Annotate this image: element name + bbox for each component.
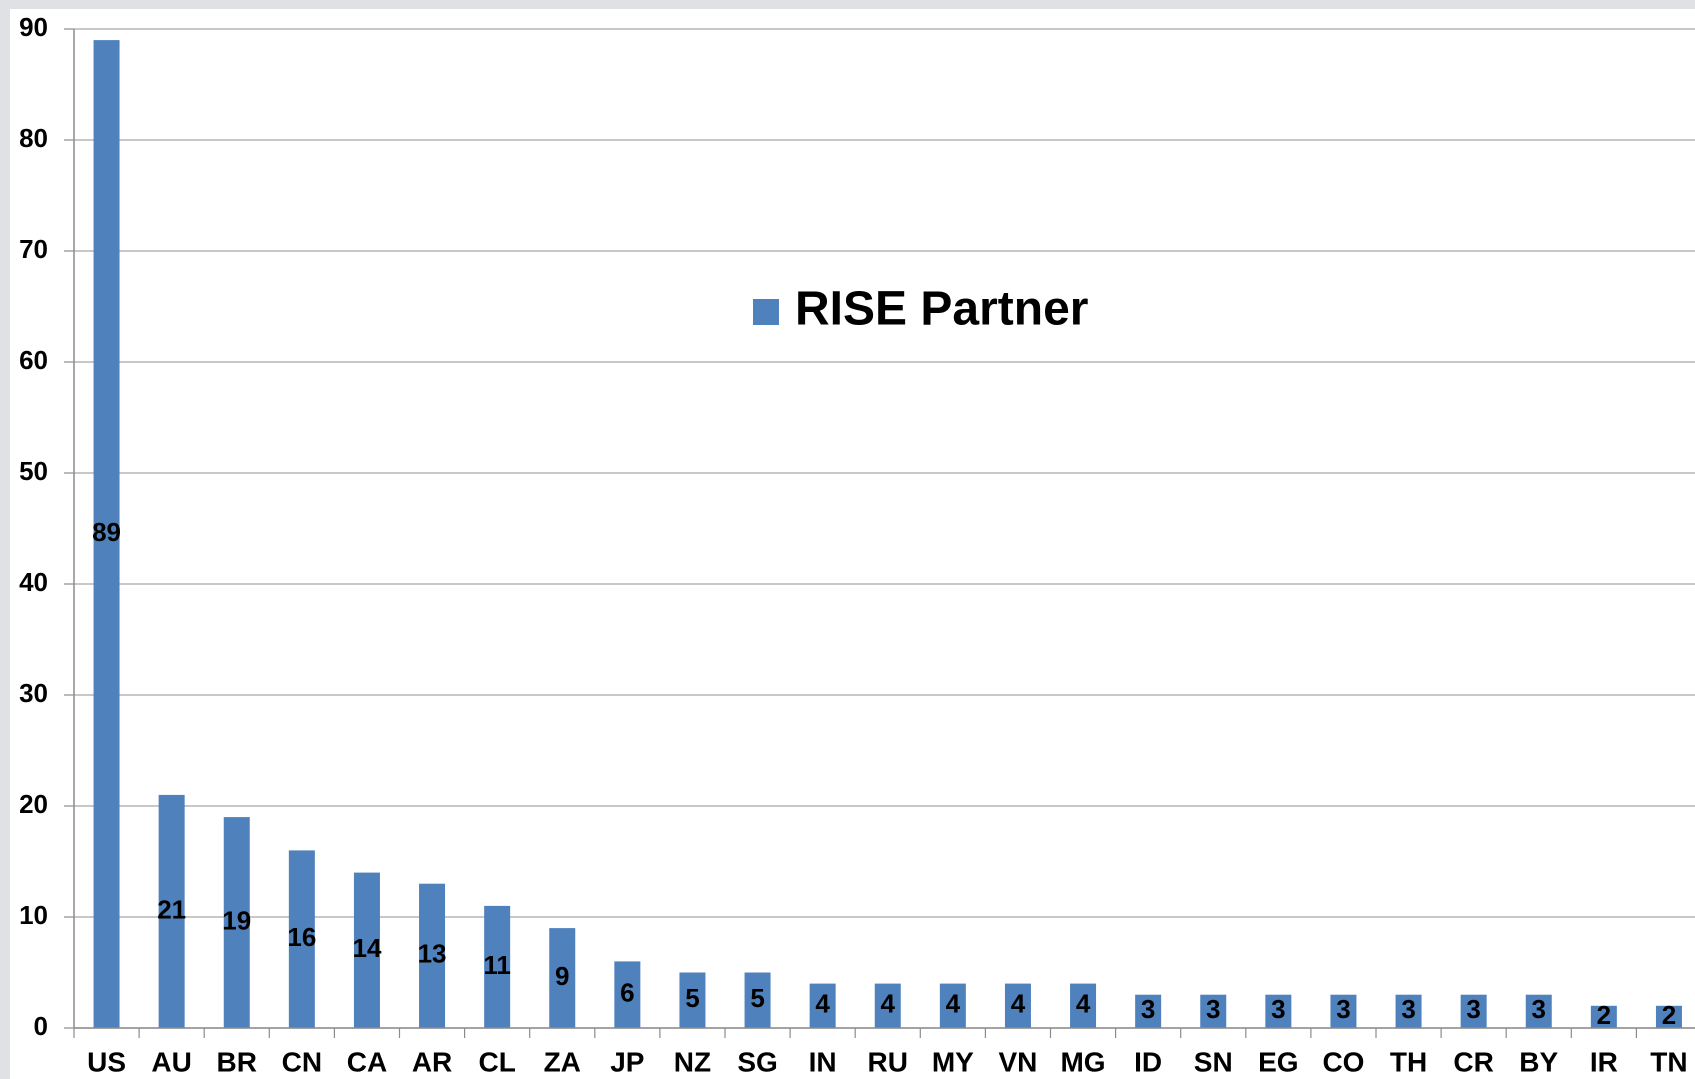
- x-tick-label: TN: [1650, 1046, 1687, 1077]
- data-label: 4: [1076, 989, 1091, 1019]
- data-label: 4: [815, 989, 830, 1019]
- bar: [809, 983, 836, 1028]
- x-tick-label: CL: [478, 1046, 515, 1077]
- x-tick-label: MY: [932, 1046, 974, 1077]
- y-tick-label: 10: [19, 900, 48, 930]
- data-label: 14: [352, 933, 381, 963]
- bar: [1590, 1005, 1617, 1028]
- x-tick-label: BY: [1519, 1046, 1558, 1077]
- y-tick-label: 30: [19, 678, 48, 708]
- data-label: 2: [1662, 1000, 1676, 1030]
- data-label: 5: [750, 983, 764, 1013]
- x-tick-label: US: [87, 1046, 126, 1077]
- data-label: 5: [685, 983, 699, 1013]
- data-label: 2: [1597, 1000, 1611, 1030]
- data-label: 9: [555, 961, 569, 991]
- x-tick-label: JP: [610, 1046, 644, 1077]
- x-tick-label: IR: [1590, 1046, 1618, 1077]
- data-label: 3: [1466, 994, 1480, 1024]
- data-label: 3: [1532, 994, 1546, 1024]
- x-tick-label: AR: [412, 1046, 452, 1077]
- y-tick-label: 40: [19, 567, 48, 597]
- legend-label: RISE Partner: [795, 283, 1088, 336]
- y-tick-label: 20: [19, 789, 48, 819]
- bar: [1330, 994, 1357, 1028]
- data-label: 4: [1011, 989, 1026, 1019]
- bar: [744, 972, 771, 1028]
- data-label: 16: [287, 922, 316, 952]
- bar: [1265, 994, 1292, 1028]
- bar: [223, 817, 250, 1028]
- y-tick-label: 90: [19, 12, 48, 42]
- data-label: 3: [1336, 994, 1350, 1024]
- legend-swatch: [753, 299, 779, 325]
- x-tick-label: MG: [1060, 1046, 1105, 1077]
- y-tick-label: 70: [19, 234, 48, 264]
- data-label: 3: [1206, 994, 1220, 1024]
- data-label: 11: [483, 950, 511, 980]
- y-tick-label: 80: [19, 123, 48, 153]
- bar: [419, 883, 446, 1028]
- data-label: 3: [1271, 994, 1285, 1024]
- data-label: 4: [946, 989, 961, 1019]
- bar: [1525, 994, 1552, 1028]
- x-tick-label: CA: [347, 1046, 387, 1077]
- bar: [679, 972, 706, 1028]
- x-tick-label: CR: [1453, 1046, 1493, 1077]
- y-tick-label: 0: [34, 1011, 48, 1041]
- plot-background: [10, 9, 1695, 1079]
- x-tick-label: NZ: [674, 1046, 711, 1077]
- x-tick-label: VN: [998, 1046, 1037, 1077]
- data-label: 4: [881, 989, 896, 1019]
- data-label: 13: [418, 939, 447, 969]
- x-tick-label: IN: [809, 1046, 837, 1077]
- x-tick-label: SG: [737, 1046, 777, 1077]
- y-tick-label: 60: [19, 345, 48, 375]
- y-tick-label: 50: [19, 456, 48, 486]
- bar: [1655, 1005, 1682, 1028]
- data-label: 6: [620, 978, 634, 1008]
- bar: [1460, 994, 1487, 1028]
- x-tick-label: CN: [282, 1046, 322, 1077]
- bar: [158, 794, 185, 1028]
- bar: [288, 850, 315, 1028]
- bar: [1200, 994, 1227, 1028]
- bar: [1395, 994, 1422, 1028]
- data-label: 3: [1401, 994, 1415, 1024]
- bar: [484, 905, 511, 1028]
- bar: [93, 40, 120, 1029]
- data-label: 89: [92, 517, 121, 547]
- x-tick-label: BR: [217, 1046, 257, 1077]
- x-tick-label: CO: [1322, 1046, 1364, 1077]
- data-label: 21: [157, 894, 186, 924]
- data-label: 3: [1141, 994, 1155, 1024]
- x-tick-label: ID: [1134, 1046, 1162, 1077]
- bar: [874, 983, 901, 1028]
- bar: [1004, 983, 1031, 1028]
- bar: [1070, 983, 1097, 1028]
- bar: [939, 983, 966, 1028]
- data-label: 19: [222, 905, 251, 935]
- x-tick-label: AU: [151, 1046, 191, 1077]
- bar: [549, 928, 576, 1028]
- x-tick-label: ZA: [544, 1046, 581, 1077]
- x-tick-label: TH: [1390, 1046, 1427, 1077]
- x-tick-label: EG: [1258, 1046, 1298, 1077]
- bar: [1135, 994, 1162, 1028]
- bar: [353, 872, 380, 1028]
- bar: [614, 961, 641, 1028]
- x-tick-label: SN: [1194, 1046, 1233, 1077]
- x-tick-label: RU: [868, 1046, 908, 1077]
